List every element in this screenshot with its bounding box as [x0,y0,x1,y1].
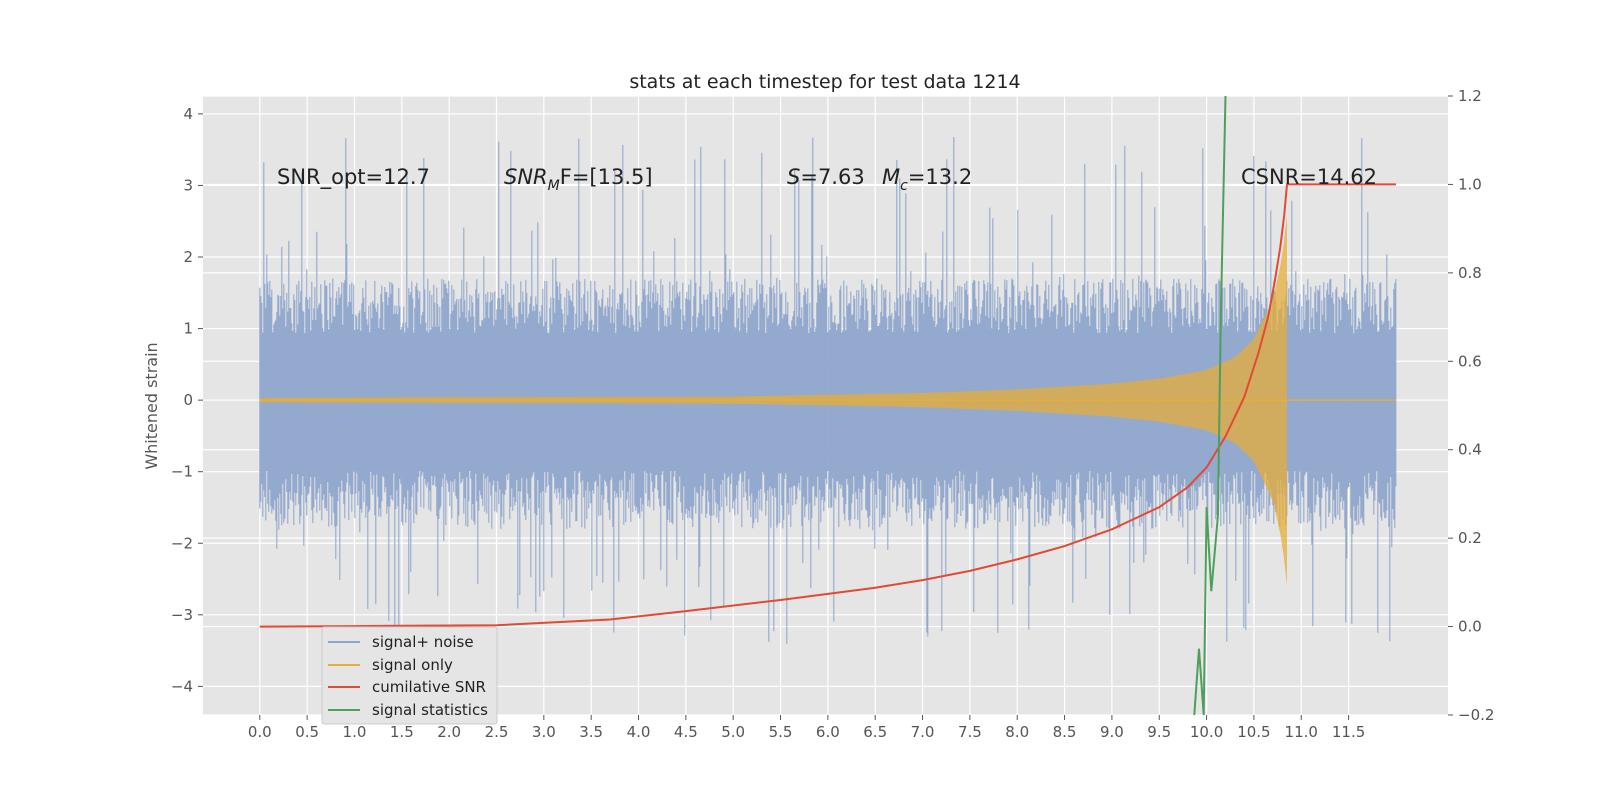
legend: signal+ noise signal only cumilative SNR… [321,626,498,725]
x-tick-label: 2.5 [485,723,509,741]
y-axis-left: 4 3 2 1 0 −1 −2 −3 −4 [171,105,203,695]
legend-label: signal only [372,656,453,674]
x-tick-label: 3.0 [532,723,556,741]
annotation-csnr: CSNR=14.62 [1241,165,1377,189]
annotation-snr-opt: SNR_opt=12.7 [277,165,430,190]
y-tick-label-right: 1.2 [1458,87,1482,105]
legend-label: signal statistics [372,701,488,719]
legend-item-signal-noise: signal+ noise [328,633,474,651]
x-tick-label: 4.0 [627,723,651,741]
y-tick-label: 1 [183,320,193,338]
y-tick-label-right: 0.4 [1458,441,1482,459]
x-tick-label: 10.0 [1190,723,1223,741]
y-tick-label-right: 0.0 [1458,618,1482,636]
x-tick-label: 7.0 [911,723,935,741]
annotation-s: S=7.63 [787,165,865,189]
y-tick-label: −1 [171,463,193,481]
x-tick-label: 8.0 [1005,723,1029,741]
x-tick-label: 11.0 [1285,723,1318,741]
legend-label: cumilative SNR [372,678,486,696]
y-tick-label: −4 [171,677,193,695]
x-tick-label: 4.5 [674,723,698,741]
x-tick-label: 7.5 [958,723,982,741]
signal-statistics-line [1193,95,1227,716]
signal-only-series [259,214,1396,587]
signal-statistics-series [1193,95,1227,716]
x-tick-label: 9.0 [1100,723,1124,741]
legend-label: signal+ noise [372,633,474,651]
x-tick-label: 5.0 [721,723,745,741]
x-tick-label: 9.5 [1147,723,1171,741]
legend-item-signal-only: signal only [328,656,453,674]
y-tick-label: 3 [183,176,193,194]
y-tick-label-right: −0.2 [1458,706,1494,724]
y-tick-label-right: 0.6 [1458,352,1482,370]
cumulative-snr-series [259,183,1396,628]
x-tick-label: 6.0 [816,723,840,741]
x-tick-label: 3.5 [579,723,603,741]
annotations: SNR_opt=12.7 SNRMF=[13.5] S=7.63 Mc=13.2… [277,165,1377,194]
x-tick-label: 5.5 [769,723,793,741]
x-tick-label: 11.5 [1332,723,1365,741]
x-tick-label: 6.5 [863,723,887,741]
y-tick-label: 0 [183,391,193,409]
y-tick-label: −2 [171,534,193,552]
annotation-snr-mf: SNRMF=[13.5] [504,165,653,194]
legend-item-cumulative-snr: cumilative SNR [328,678,486,696]
legend-box [321,626,498,725]
chart-title: stats at each timestep for test data 121… [629,71,1020,93]
cumulative-snr-line [259,183,1396,628]
y-axis-right: 1.2 1.0 0.8 0.6 0.4 0.2 0.0 −0.2 [1448,87,1494,724]
y-tick-label: 2 [183,248,193,266]
x-tick-label: 0.0 [248,723,272,741]
x-tick-label: 0.5 [295,723,319,741]
y-tick-label: 4 [183,105,193,123]
x-tick-label: 2.0 [437,723,461,741]
y-tick-label-right: 0.8 [1458,264,1482,282]
y-axis-label: Whitened strain [142,342,161,469]
x-tick-label: 1.0 [343,723,367,741]
x-axis: 0.0 0.5 1.0 1.5 2.0 2.5 3.0 3.5 4.0 4.5 5.0 5.5 6.0 6… [248,715,1365,741]
annotation-mc: Mc=13.2 [882,165,972,194]
x-tick-label: 8.5 [1053,723,1077,741]
legend-item-signal-statistics: signal statistics [328,701,488,719]
y-tick-label: −3 [171,606,193,624]
x-tick-label: 1.5 [390,723,414,741]
y-tick-label-right: 0.2 [1458,529,1482,547]
x-tick-label: 10.5 [1237,723,1270,741]
y-tick-label-right: 1.0 [1458,175,1482,193]
